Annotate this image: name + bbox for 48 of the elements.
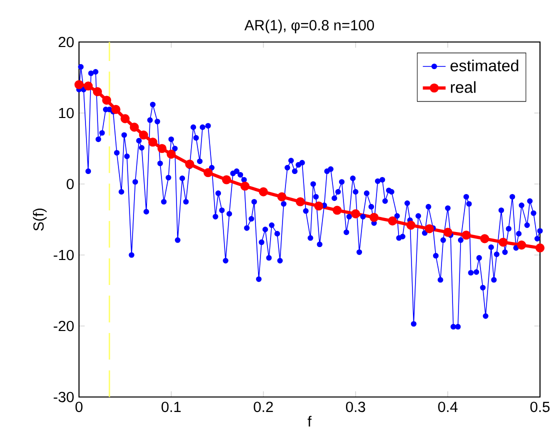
y-tick-label: 0	[66, 178, 74, 190]
point	[296, 197, 305, 206]
point	[130, 122, 139, 132]
point	[92, 87, 102, 96]
point	[185, 160, 194, 169]
point	[240, 182, 250, 191]
point	[157, 144, 167, 154]
point	[517, 240, 526, 250]
point	[480, 234, 490, 244]
x-tick-label: 0.3	[346, 402, 366, 412]
point	[462, 230, 471, 240]
x-tick-label: 0.2	[254, 402, 273, 412]
y-tick-label: 10	[59, 108, 74, 118]
chart-title: AR(1), φ=0.8 n=100	[244, 20, 374, 34]
point	[498, 238, 508, 247]
point	[222, 175, 232, 184]
point	[277, 192, 286, 202]
point	[84, 81, 93, 91]
point	[102, 96, 112, 105]
point	[204, 168, 213, 178]
y-axis-title: S(f)	[32, 208, 47, 231]
x-tick-label: 0.1	[162, 402, 181, 412]
point	[535, 243, 545, 252]
x-axis-title: f	[308, 416, 312, 427]
point	[388, 216, 398, 226]
point	[148, 138, 158, 147]
y-tick-label: -10	[54, 250, 74, 260]
point	[314, 201, 324, 211]
point	[139, 130, 148, 140]
legend-label: real	[450, 81, 476, 93]
y-tick-label: -20	[54, 320, 74, 332]
point	[351, 209, 360, 218]
point	[111, 104, 120, 114]
x-tick-label: 0	[75, 402, 82, 412]
x-tick-label: 0.4	[438, 402, 458, 412]
point	[424, 224, 434, 234]
y-tick-label: 20	[58, 36, 74, 48]
point	[258, 187, 268, 196]
legend-label: estimated	[450, 60, 518, 72]
point	[370, 212, 379, 222]
point	[443, 228, 452, 237]
y-tick-label: -30	[54, 392, 74, 402]
point	[332, 206, 342, 215]
point	[120, 114, 130, 124]
point	[74, 80, 84, 90]
point	[406, 220, 416, 230]
x-tick-label: 0.5	[530, 402, 550, 412]
point	[166, 150, 176, 159]
